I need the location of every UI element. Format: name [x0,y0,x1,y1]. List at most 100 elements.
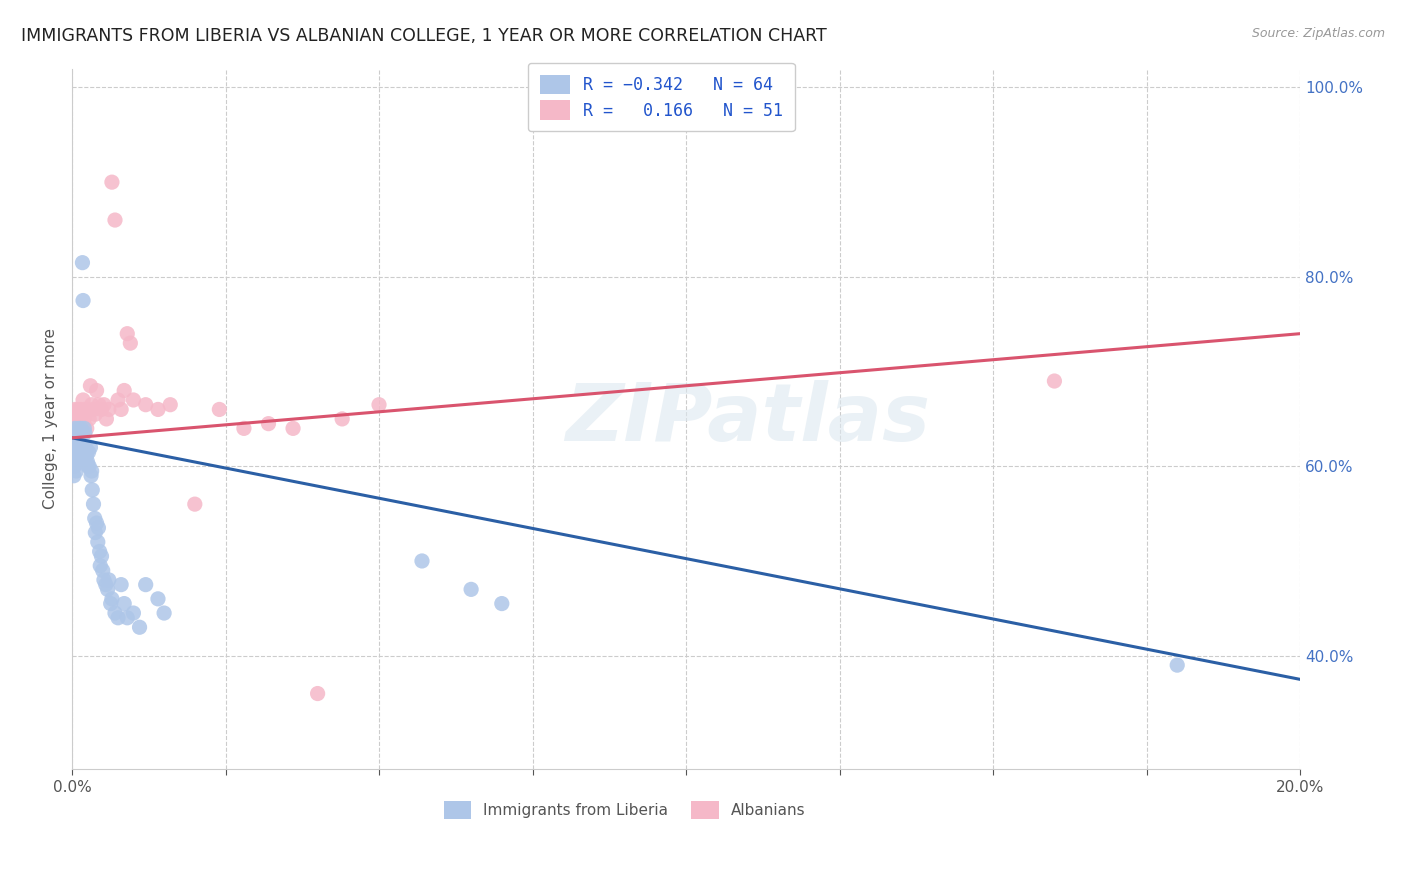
Point [112,384,135,398]
Point [63,421,86,435]
Point [83,511,105,525]
Legend: Immigrants from Liberia, Albanians: Immigrants from Liberia, Albanians [437,795,811,825]
Point [76,421,98,435]
Point [67,402,90,417]
Point [146,591,169,606]
Point [80,398,103,412]
Point [73,421,96,435]
Point [1166,658,1188,673]
Point [77,402,100,417]
Point [86,384,108,398]
Point [76,445,98,459]
Point [128,620,150,634]
Point [96,412,118,426]
Point [90,549,112,564]
Point [110,577,132,591]
Point [63,402,86,417]
Point [104,213,127,227]
Point [76,454,98,468]
Point [69,445,91,459]
Point [90,402,112,417]
Point [122,606,145,620]
Point [120,336,142,351]
Point [159,398,181,412]
Point [146,402,169,417]
Point [77,459,100,474]
Point [97,573,120,587]
Point [65,445,87,459]
Point [63,468,86,483]
Point [72,392,94,407]
Point [67,417,90,431]
Point [112,597,135,611]
Point [62,440,84,454]
Point [70,417,93,431]
Point [87,398,110,412]
Point [73,440,96,454]
Point [491,597,513,611]
Point [135,577,157,591]
Point [89,558,111,573]
Point [67,426,90,441]
Point [281,421,304,435]
Text: IMMIGRANTS FROM LIBERIA VS ALBANIAN COLLEGE, 1 YEAR OR MORE CORRELATION CHART: IMMIGRANTS FROM LIBERIA VS ALBANIAN COLL… [21,27,827,45]
Point [153,606,176,620]
Point [67,435,90,450]
Point [67,450,90,464]
Point [97,402,120,417]
Point [67,421,90,435]
Point [184,497,207,511]
Point [70,407,93,421]
Point [75,402,97,417]
Point [135,398,157,412]
Point [1043,374,1066,388]
Text: ZIPatlas: ZIPatlas [565,380,929,458]
Point [117,611,139,625]
Point [66,407,89,421]
Point [117,326,139,341]
Point [72,421,94,435]
Point [107,392,129,407]
Point [368,398,391,412]
Point [110,402,132,417]
Point [63,450,86,464]
Point [97,582,120,597]
Point [65,407,87,421]
Point [77,459,100,474]
Point [82,483,104,497]
Point [66,412,89,426]
Point [69,412,91,426]
Point [62,421,84,435]
Point [65,464,87,478]
Point [89,544,111,558]
Point [83,402,105,417]
Point [91,563,114,577]
Y-axis label: College, 1 year or more: College, 1 year or more [44,328,58,509]
Point [232,421,254,435]
Point [63,459,86,474]
Point [65,412,87,426]
Point [80,464,103,478]
Point [330,412,353,426]
Point [73,412,96,426]
Point [84,525,107,540]
Point [75,450,97,464]
Point [87,535,110,549]
Point [208,402,231,417]
Point [94,577,117,591]
Point [101,591,124,606]
Point [79,440,101,454]
Point [69,454,91,468]
Point [79,378,101,392]
Point [67,421,90,435]
Point [460,582,482,597]
Point [122,392,145,407]
Point [73,426,96,441]
Point [66,435,89,450]
Point [72,255,94,269]
Point [101,175,124,189]
Point [72,293,94,308]
Point [86,516,108,530]
Point [80,468,103,483]
Point [100,597,122,611]
